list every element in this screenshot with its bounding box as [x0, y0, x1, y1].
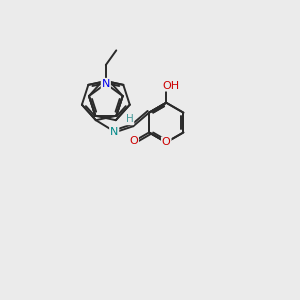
Text: O: O	[129, 136, 138, 146]
Text: OH: OH	[162, 81, 179, 91]
Text: O: O	[162, 137, 171, 147]
Text: N: N	[110, 127, 118, 137]
Text: N: N	[102, 79, 110, 89]
Text: H: H	[126, 114, 134, 124]
